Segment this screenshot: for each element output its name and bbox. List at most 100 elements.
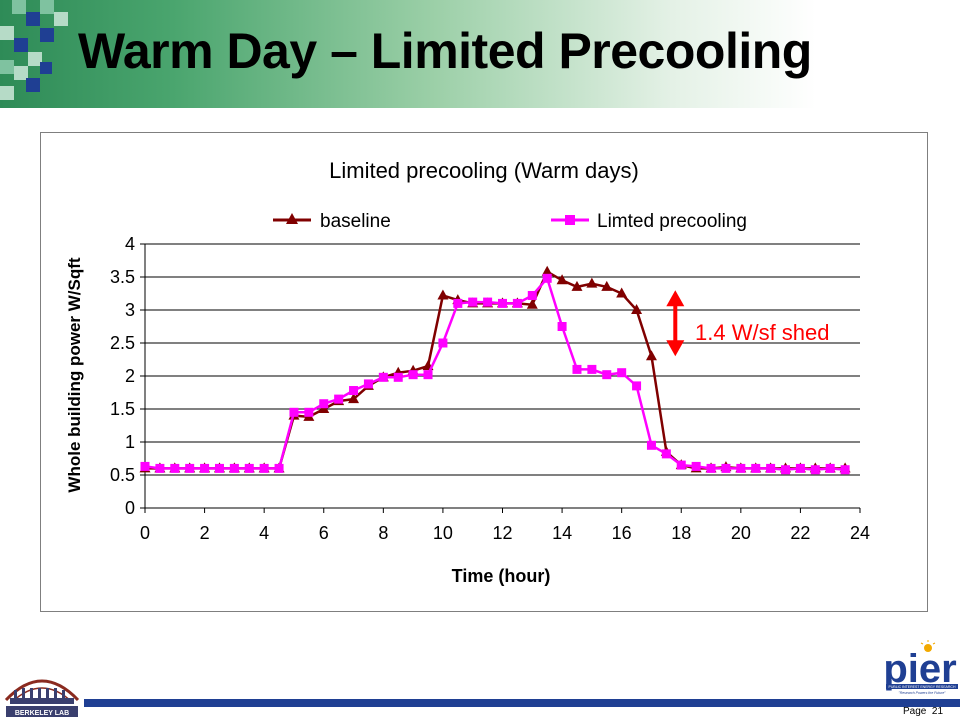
precooling-point <box>632 381 642 391</box>
chart-frame: Limited precooling (Warm days) baseline … <box>40 132 928 612</box>
y-tick-label: 2 <box>125 366 135 386</box>
x-tick-labels: 0 2 4 6 8 10 12 14 16 18 20 22 24 <box>140 523 870 543</box>
y-tick-label: 0 <box>125 498 135 518</box>
precooling-point <box>542 273 552 283</box>
precooling-point <box>170 463 180 473</box>
precooling-point <box>319 399 329 409</box>
pier-logo-icon: pier PUBLIC INTEREST ENERGY RESEARCH "Re… <box>883 640 958 695</box>
pier-logo-tagline: "Research Powers the Future" <box>898 691 946 695</box>
precooling-point <box>200 463 210 473</box>
legend-precooling-label: Limted precooling <box>597 211 747 232</box>
x-tick-label: 12 <box>492 523 512 543</box>
series-baseline <box>139 265 851 473</box>
y-tick-label: 3 <box>125 300 135 320</box>
precooling-point <box>736 463 746 473</box>
y-tick-label: 3.5 <box>110 267 135 287</box>
precooling-point <box>185 463 195 473</box>
x-axis-label: Time (hour) <box>452 566 551 586</box>
precooling-point <box>781 465 791 475</box>
x-tick-label: 0 <box>140 523 150 543</box>
x-tick-label: 18 <box>671 523 691 543</box>
precooling-point <box>676 460 686 470</box>
precooling-point <box>646 440 656 450</box>
footer-bar <box>84 699 960 707</box>
series-limited-precooling <box>140 273 850 475</box>
precooling-point <box>557 322 567 331</box>
baseline-point <box>437 289 449 300</box>
x-tick-label: 22 <box>790 523 810 543</box>
precooling-point <box>155 463 165 473</box>
precooling-point <box>602 370 612 380</box>
page-label-text: Page <box>903 706 927 717</box>
baseline-point <box>556 274 568 285</box>
pier-logo-subtitle: PUBLIC INTEREST ENERGY RESEARCH <box>889 685 956 689</box>
precooling-point <box>810 465 820 475</box>
shed-arrow-head-up <box>666 290 685 307</box>
precooling-point <box>423 370 433 380</box>
berkeley-lab-text: BERKELEY LAB <box>15 710 69 717</box>
precooling-point <box>527 290 537 300</box>
precooling-point <box>572 364 582 374</box>
precooling-point <box>453 298 463 308</box>
baseline-point <box>645 350 657 361</box>
baseline-point <box>571 280 583 291</box>
x-tick-label: 24 <box>850 523 870 543</box>
x-tick-label: 14 <box>552 523 572 543</box>
precooling-point <box>587 364 597 374</box>
y-axis-label: Whole building power W/Sqft <box>65 257 84 492</box>
x-tick-label: 4 <box>259 523 269 543</box>
precooling-point <box>766 463 776 473</box>
x-tick-label: 20 <box>731 523 751 543</box>
precooling-point <box>334 394 344 404</box>
precooling-point <box>661 449 671 459</box>
precooling-point <box>498 298 507 308</box>
precooling-point <box>274 463 284 473</box>
legend-baseline-marker <box>286 213 298 224</box>
legend-precooling-marker <box>565 215 575 225</box>
legend: baseline Limted precooling <box>273 211 747 232</box>
precooling-point <box>393 372 403 382</box>
shed-annotation-label: 1.4 W/sf shed <box>695 320 830 345</box>
baseline-point <box>526 298 538 309</box>
x-tick-label: 10 <box>433 523 453 543</box>
precooling-point <box>349 386 359 396</box>
gridlines <box>145 243 860 476</box>
x-tick-label: 16 <box>612 523 632 543</box>
precooling-point <box>751 463 761 473</box>
precooling-point <box>289 407 299 417</box>
baseline-point <box>601 280 613 291</box>
decorative-squares-icon <box>0 0 68 100</box>
slide-title: Warm Day – Limited Precooling <box>78 23 812 79</box>
y-tick-label: 1 <box>125 432 135 452</box>
precooling-point <box>438 338 448 348</box>
precooling-point <box>468 297 478 307</box>
baseline-point <box>541 265 553 276</box>
chart-title: Limited precooling (Warm days) <box>329 158 639 183</box>
baseline-point <box>631 304 643 314</box>
x-tick-label: 2 <box>200 523 210 543</box>
pier-logo-text: pier <box>883 647 956 691</box>
line-chart: Limited precooling (Warm days) baseline … <box>65 158 870 586</box>
page-number-value: 21 <box>931 706 944 717</box>
precooling-point <box>408 370 418 380</box>
y-tick-label: 0.5 <box>110 465 135 485</box>
precooling-point <box>691 461 701 471</box>
shed-arrow-head-down <box>666 340 685 357</box>
x-tick-label: 8 <box>378 523 388 543</box>
x-tick-label: 6 <box>319 523 329 543</box>
precooling-point <box>304 407 314 417</box>
precooling-point <box>378 372 388 382</box>
header-band <box>0 0 960 108</box>
precooling-point <box>483 297 493 307</box>
precooling-point <box>363 379 373 389</box>
berkeley-lab-logo-icon: BERKELEY LAB <box>4 679 80 717</box>
precooling-point <box>795 463 805 473</box>
page-number: Page 21 <box>903 706 943 717</box>
precooling-point <box>214 463 224 473</box>
precooling-point <box>140 461 150 471</box>
precooling-point <box>840 465 850 475</box>
shed-annotation <box>666 290 685 357</box>
series-line <box>144 275 846 471</box>
y-tick-label: 2.5 <box>110 333 135 353</box>
legend-baseline-label: baseline <box>320 211 391 232</box>
